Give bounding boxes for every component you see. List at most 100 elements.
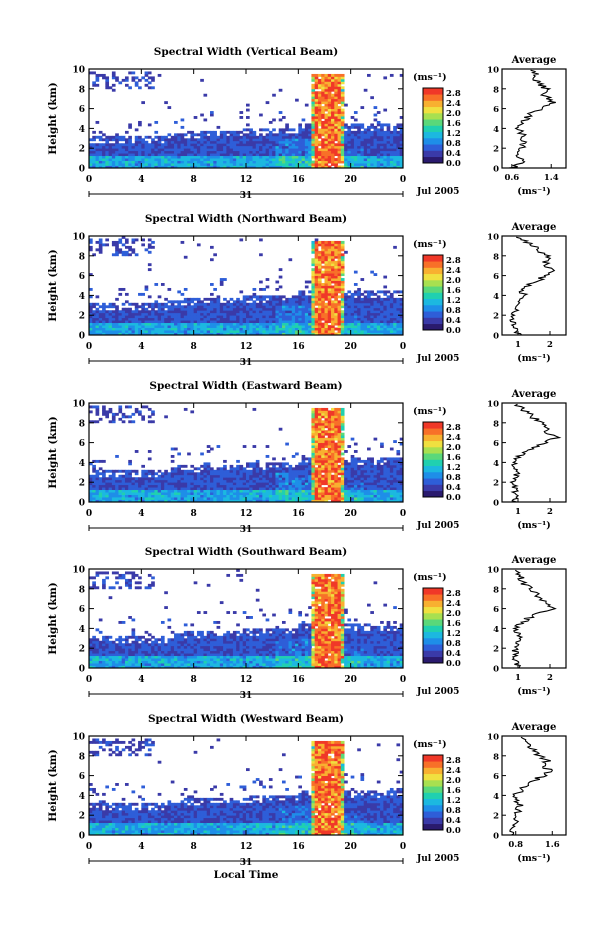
heatmap-cell (154, 158, 159, 161)
heatmap-cell (389, 302, 394, 306)
heatmap-cell (383, 297, 388, 301)
heatmap-cell (206, 148, 211, 152)
heatmap-cell (200, 315, 204, 319)
heatmap-cell (265, 477, 270, 481)
heatmap-cell (334, 118, 338, 122)
heatmap-cell (95, 150, 100, 154)
heatmap-cell (170, 155, 175, 159)
heatmap-cell (98, 477, 103, 481)
y-tick-label: 4 (79, 292, 85, 302)
heatmap-cell (134, 477, 139, 481)
heatmap-cell (311, 302, 316, 306)
heatmap-cell (268, 469, 273, 473)
heatmap-cell (317, 290, 322, 294)
heatmap-cell (236, 133, 240, 137)
heatmap-cell (321, 469, 325, 473)
heatmap-cell (334, 283, 338, 286)
heatmap-cell (180, 133, 185, 137)
heatmap-cell (357, 128, 361, 132)
heatmap-cell (157, 163, 162, 166)
heatmap-cell (317, 464, 322, 468)
heatmap-cell (128, 327, 132, 331)
heatmap-cell (337, 148, 342, 152)
heatmap-cell (190, 487, 195, 491)
heatmap-cell (317, 432, 322, 436)
heatmap-cell (108, 135, 113, 139)
heatmap-cell (324, 255, 329, 259)
heatmap-cell (347, 163, 352, 166)
heatmap-cell (304, 158, 309, 161)
heatmap-cell (190, 499, 195, 503)
heatmap-cell (350, 325, 355, 328)
heatmap-cell (272, 165, 276, 169)
heatmap-cell (141, 330, 145, 333)
heatmap-cell (324, 292, 329, 296)
heatmap-cell (249, 489, 253, 493)
heatmap-cell (380, 138, 384, 142)
heatmap-cell (242, 295, 247, 299)
heatmap-cell (321, 312, 325, 316)
heatmap-cell (164, 499, 168, 503)
heatmap-cell (304, 300, 309, 304)
heatmap-cell (229, 317, 234, 321)
heatmap-cell (206, 155, 211, 159)
heatmap-cell (314, 93, 319, 97)
heatmap-cell (278, 305, 283, 309)
heatmap-cell (288, 165, 293, 169)
heatmap-cell (337, 165, 342, 169)
heatmap-cell (340, 103, 345, 107)
heatmap-cell (239, 140, 244, 144)
heatmap-cell (331, 145, 335, 149)
heatmap-cell (278, 163, 283, 166)
heatmap-cell (370, 307, 374, 311)
heatmap-cell (331, 425, 335, 429)
heatmap-cell (213, 482, 217, 486)
heatmap-cell (337, 123, 342, 127)
heatmap-cell (242, 327, 247, 331)
heatmap-cell (386, 153, 391, 157)
heatmap-cell (357, 123, 361, 127)
heatmap-cell (314, 494, 319, 498)
heatmap-cell (174, 472, 178, 476)
heatmap-cell (105, 310, 110, 314)
heatmap-cell (170, 487, 175, 491)
heatmap-cell (327, 292, 332, 296)
heatmap-cell (383, 158, 388, 161)
heatmap-cell (347, 302, 352, 306)
heatmap-cell (134, 76, 139, 80)
heatmap-cell (265, 462, 270, 466)
heatmap-cell (278, 128, 283, 132)
heatmap-cell (321, 305, 325, 309)
heatmap-cell (160, 148, 165, 152)
heatmap-cell (321, 148, 325, 152)
heatmap-cell (353, 163, 358, 166)
heatmap-cell (141, 305, 145, 309)
x-tick-label: 0 (86, 175, 92, 185)
heatmap-cell (190, 477, 195, 481)
heatmap-cell (111, 302, 116, 306)
heatmap-cell (210, 322, 214, 326)
heatmap-cell (324, 305, 329, 309)
heatmap-cell (396, 148, 401, 152)
heatmap-cell (124, 145, 129, 149)
heatmap-cell (210, 484, 214, 488)
heatmap-cell (281, 472, 286, 476)
heatmap-cell (138, 477, 142, 481)
heatmap-cell (174, 143, 178, 147)
heatmap-cell (357, 322, 361, 326)
heatmap-cell (268, 160, 273, 164)
heatmap-cell (95, 160, 100, 164)
heatmap-cell (262, 148, 267, 152)
heatmap-cell (255, 160, 260, 164)
heatmap-cell (278, 307, 283, 311)
heatmap-cell (308, 332, 312, 336)
heatmap-cell (295, 160, 299, 164)
heatmap-cell (131, 148, 136, 152)
heatmap-cell (226, 469, 231, 473)
heatmap-cell (281, 332, 286, 336)
heatmap-cell (327, 275, 332, 279)
heatmap-cell (89, 245, 93, 249)
heatmap-cell (180, 163, 185, 166)
heatmap-cell (331, 312, 335, 316)
heatmap-cell (278, 477, 283, 481)
